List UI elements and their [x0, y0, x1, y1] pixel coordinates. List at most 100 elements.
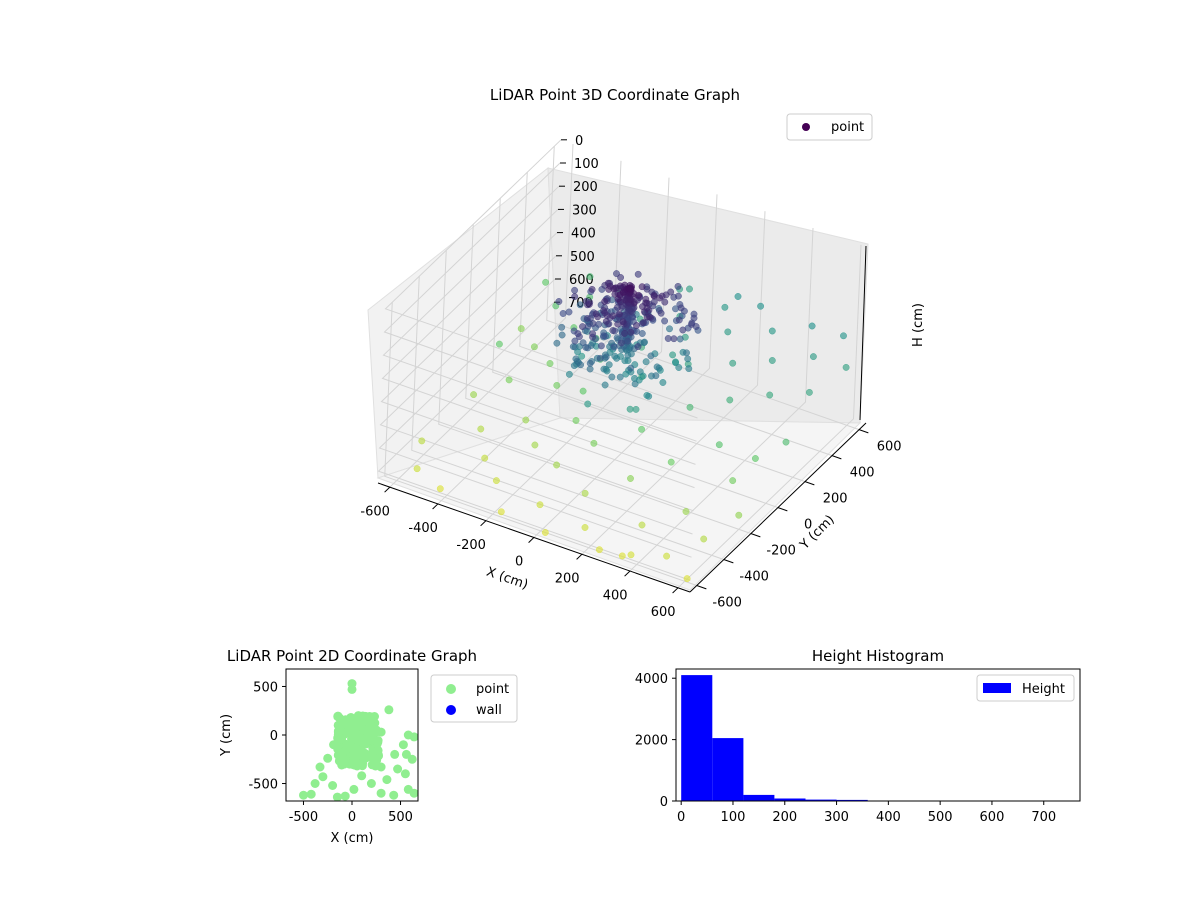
legend-histogram-marker: [983, 683, 1011, 693]
point-3d: [615, 310, 623, 318]
z-tick-label-3d: 300: [572, 203, 597, 218]
point-3d: [636, 368, 644, 376]
point-3d: [541, 529, 549, 536]
point-3d: [595, 320, 603, 328]
point-3d: [600, 307, 608, 315]
legend-histogram: Height: [976, 674, 1075, 702]
point-3d: [782, 438, 790, 446]
point-3d: [734, 293, 742, 300]
point-3d: [588, 285, 596, 293]
x-tick-label-3d: -600: [360, 504, 390, 519]
point-3d: [641, 308, 648, 316]
point-3d: [626, 405, 634, 413]
point-3d: [619, 318, 627, 326]
point-2d: [361, 725, 371, 735]
point-3d: [600, 332, 608, 340]
z-axis-label-3d: H (cm): [911, 303, 926, 347]
grid-line-y: [411, 276, 724, 560]
point-2d: [409, 732, 418, 742]
y-tick-label-2d: -500: [248, 778, 278, 793]
point-3d: [572, 417, 580, 424]
point-2d: [328, 781, 338, 790]
point-2d: [323, 753, 333, 763]
x-tick-label-3d: 0: [515, 555, 523, 570]
point-3d: [601, 298, 609, 305]
histogram-frame: [675, 668, 1081, 802]
point-3d: [621, 357, 629, 365]
point-3d: [808, 322, 816, 330]
z-tick-label-3d: 100: [574, 157, 599, 172]
point-3d: [645, 392, 653, 400]
grid-line-y: [546, 146, 859, 430]
histogram-x-tick-label: 100: [721, 810, 746, 825]
histogram-x-tick-label: 200: [772, 810, 797, 825]
point-3d: [675, 364, 683, 371]
point-3d: [581, 489, 589, 497]
point-3d: [558, 331, 566, 339]
x-tick-label-3d: -400: [408, 521, 438, 536]
histogram-bar: [774, 798, 806, 801]
point-3d: [558, 323, 566, 331]
chart-histogram: Height Histogram 0 100 200 300 400 500 600 7000…: [635, 647, 1081, 825]
point-3d: [610, 343, 618, 351]
grid-line-z: [382, 185, 696, 465]
point-3d: [616, 373, 624, 381]
point-3d: [677, 304, 685, 312]
point-3d: [603, 312, 611, 320]
point-3d: [576, 301, 584, 309]
point-3d: [751, 455, 759, 462]
point-3d: [522, 416, 530, 424]
grid-line-y: [519, 172, 832, 456]
y-tick-label-2d: 500: [253, 680, 278, 695]
point-3d: [579, 323, 586, 331]
point-3d: [542, 278, 550, 286]
point-3d: [595, 546, 603, 554]
legend-3d: point: [786, 113, 873, 141]
point-3d: [669, 351, 677, 359]
point-3d: [585, 300, 593, 308]
histogram-x-tick-label: 700: [1031, 810, 1056, 825]
point-3d: [477, 425, 485, 433]
point-3d: [418, 437, 426, 445]
y-tick-mark-3d: [858, 429, 869, 434]
legend-3d-frame: [786, 113, 873, 141]
legend-2d: point wall: [430, 674, 518, 723]
point-3d: [546, 360, 554, 367]
point-3d: [495, 340, 503, 348]
z-axis-line: [859, 245, 867, 421]
point-3d: [571, 293, 579, 301]
grid-line-x: [437, 160, 622, 505]
y-tick-mark-3d: [723, 559, 734, 564]
point-3d: [632, 405, 640, 413]
point-3d: [492, 477, 500, 485]
points-3d: [413, 270, 850, 583]
point-3d: [664, 335, 672, 342]
point-3d: [683, 575, 691, 583]
histogram-x-tick-label: 500: [928, 810, 953, 825]
point-3d: [571, 286, 579, 294]
x-tick-mark-3d: [576, 553, 583, 560]
grid-line-x: [677, 244, 862, 589]
point-3d: [633, 322, 640, 329]
point-3d: [685, 365, 693, 373]
grid-line-z: [379, 255, 693, 535]
point-3d: [536, 501, 544, 509]
point-3d: [630, 299, 638, 307]
legend-3d-label-point: point: [831, 120, 864, 135]
x-tick-label-3d: 400: [603, 588, 628, 603]
point-3d: [729, 359, 737, 367]
point-2d: [332, 792, 342, 801]
histogram-y-tick-label: 0: [660, 795, 668, 810]
grid-line-z: [377, 301, 691, 581]
point-3d: [553, 381, 561, 389]
z-tick-label-3d: 500: [570, 250, 595, 265]
point-3d: [624, 351, 632, 359]
point-3d: [627, 328, 635, 336]
point-3d: [657, 309, 665, 317]
point-3d: [729, 477, 737, 485]
histogram-bars: [681, 675, 1055, 801]
histogram-bar: [743, 794, 775, 801]
point-3d: [674, 292, 682, 300]
point-3d: [608, 373, 616, 381]
grid-line-z: [380, 232, 694, 512]
